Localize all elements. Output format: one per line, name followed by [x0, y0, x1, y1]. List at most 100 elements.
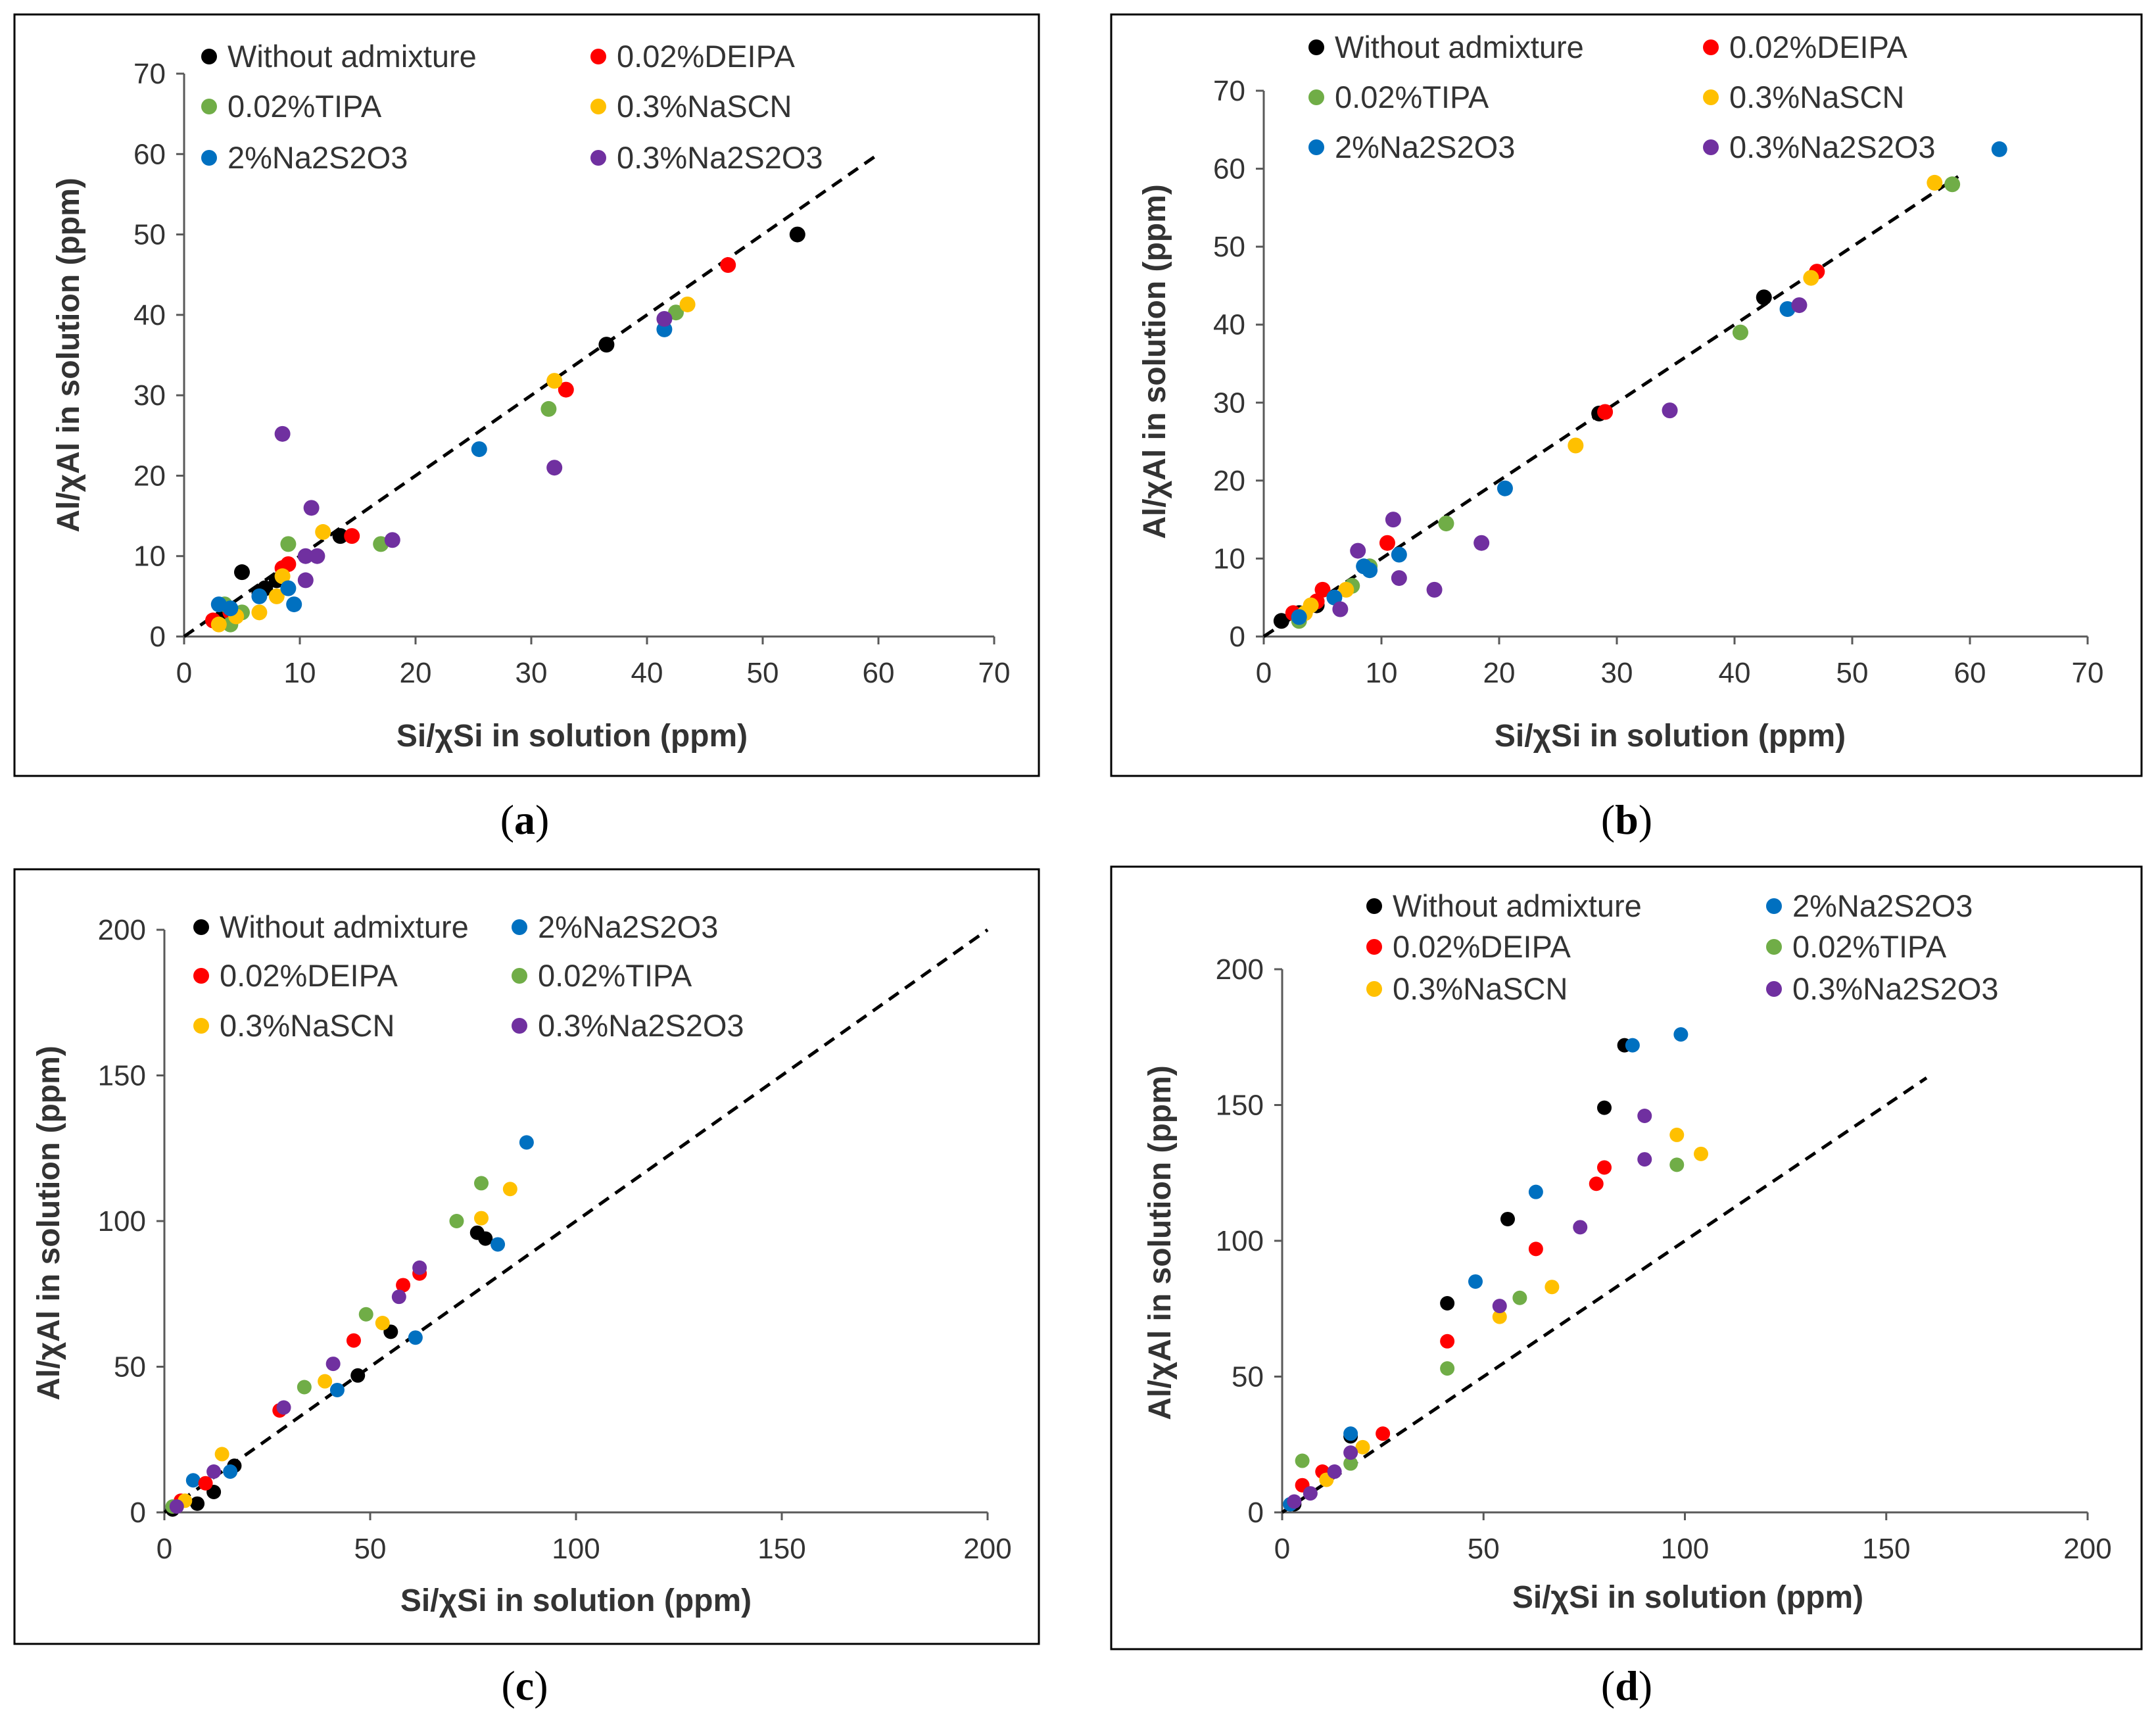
- data-point-0-02-tipa: [1295, 1453, 1310, 1468]
- legend-label: 0.02%TIPA: [228, 89, 382, 124]
- legend-marker-0-02-deipa: [1366, 939, 1382, 955]
- data-point-2-na2s2o3: [185, 1473, 201, 1488]
- data-point-0-3-nascn: [315, 524, 331, 541]
- data-point-0-02-deipa: [1440, 1334, 1455, 1349]
- legend-label: 0.02%TIPA: [1792, 929, 1947, 964]
- legend-marker-0-3-na2s2o3: [1703, 139, 1719, 155]
- x-axis-label: Si/χSi in solution (ppm): [400, 1583, 752, 1618]
- data-point-0-3-nascn: [375, 1316, 390, 1331]
- data-point-2-na2s2o3: [1991, 141, 2007, 157]
- x-axis-label: Si/χSi in solution (ppm): [1512, 1580, 1863, 1615]
- data-point-0-3-na2s2o3: [412, 1260, 427, 1275]
- legend-marker-0-02-deipa: [193, 968, 209, 984]
- y-tick-label: 150: [1216, 1090, 1264, 1122]
- legend-marker-0-02-tipa: [512, 968, 527, 984]
- data-point-2-na2s2o3: [222, 600, 239, 617]
- data-point-2-na2s2o3: [1391, 546, 1407, 563]
- x-tick-label: 50: [1468, 1533, 1500, 1565]
- data-point-0-3-nascn: [502, 1182, 517, 1197]
- data-point-0-3-na2s2o3: [1637, 1109, 1652, 1124]
- chart-panel-b: 0 10 20 30 40 50 60 70 0 10 20 30 40 50 60 70 Without ad…: [1110, 13, 2143, 843]
- legend-label: 0.02%TIPA: [1335, 80, 1489, 114]
- data-point-2-na2s2o3: [471, 441, 487, 458]
- y-tick-label: 100: [1216, 1225, 1264, 1257]
- chart-panel-a: 0 10 20 30 40 50 60 70 0 10 20 30 40 50 60 70 Without ad…: [13, 13, 1040, 843]
- data-point-0-02-tipa: [1512, 1290, 1527, 1305]
- data-point-0-3-na2s2o3: [1287, 1494, 1302, 1509]
- data-point-0-3-na2s2o3: [1343, 1445, 1358, 1460]
- data-point-0-02-deipa: [558, 381, 574, 398]
- data-point-0-3-na2s2o3: [1391, 570, 1407, 587]
- data-point-0-3-na2s2o3: [1385, 512, 1401, 528]
- chart-panel-d: 0 50 100 150 200 0 50 100 150 200 Without admixtur…: [1110, 865, 2143, 1709]
- legend-marker-2-na2s2o3: [512, 919, 527, 935]
- data-point-0-02-deipa: [1376, 1426, 1391, 1441]
- data-point-0-3-na2s2o3: [1426, 581, 1443, 598]
- data-point-0-02-tipa: [1343, 1456, 1358, 1471]
- legend-marker-2-na2s2o3: [1308, 139, 1324, 155]
- data-point-2-na2s2o3: [1673, 1027, 1689, 1042]
- legend-label: Without admixture: [228, 39, 477, 74]
- data-point-0-02-deipa: [1528, 1241, 1543, 1257]
- x-tick-label: 150: [757, 1533, 805, 1565]
- legend-marker-0-3-nascn: [590, 99, 606, 114]
- y-tick-label: 200: [1216, 953, 1264, 986]
- data-point-0-3-na2s2o3: [169, 1499, 184, 1514]
- x-tick-label: 0: [1274, 1533, 1290, 1565]
- legend-marker-without-admixture: [193, 919, 209, 935]
- data-point-2-na2s2o3: [1343, 1426, 1358, 1441]
- data-point-0-3-nascn: [1492, 1309, 1507, 1324]
- data-point-0-02-tipa: [297, 1380, 312, 1395]
- x-tick-label: 30: [515, 657, 548, 689]
- x-tick-label: 0: [176, 657, 192, 689]
- x-tick-label: 150: [1862, 1533, 1910, 1565]
- data-point-0-02-tipa: [1944, 176, 1961, 193]
- data-point-0-3-nascn: [1355, 1439, 1370, 1455]
- legend-label: Without admixture: [1335, 30, 1584, 64]
- data-point-0-02-tipa: [358, 1307, 373, 1322]
- data-point-2-na2s2o3: [1497, 480, 1513, 496]
- data-point-0-3-na2s2o3: [1662, 402, 1678, 419]
- data-point-0-02-tipa: [540, 400, 557, 417]
- y-tick-label: 20: [1213, 465, 1245, 497]
- panel-caption: (d): [1601, 1662, 1652, 1709]
- data-point-without-admixture: [478, 1231, 493, 1246]
- legend-marker-0-02-tipa: [1766, 939, 1782, 955]
- y-tick-label: 0: [1248, 1497, 1264, 1529]
- data-point-0-02-tipa: [1732, 324, 1748, 341]
- panel-caption: (a): [500, 796, 550, 843]
- x-tick-label: 0: [1256, 657, 1272, 689]
- y-axis-label: Al/χAl in solution (ppm): [1143, 1065, 1178, 1420]
- data-point-0-3-na2s2o3: [309, 548, 325, 564]
- data-point-without-admixture: [789, 226, 805, 243]
- legend-marker-0-3-nascn: [1366, 981, 1382, 997]
- data-point-2-na2s2o3: [329, 1382, 345, 1397]
- data-point-2-na2s2o3: [286, 596, 302, 613]
- data-point-0-3-na2s2o3: [1637, 1152, 1652, 1167]
- data-point-0-3-nascn: [1927, 174, 1943, 191]
- y-tick-label: 0: [130, 1497, 146, 1529]
- data-point-0-3-nascn: [251, 604, 268, 621]
- data-point-without-admixture: [190, 1496, 205, 1511]
- data-point-2-na2s2o3: [1528, 1184, 1543, 1199]
- legend-marker-without-admixture: [201, 49, 217, 64]
- data-point-0-02-deipa: [198, 1476, 213, 1491]
- data-point-0-3-na2s2o3: [297, 572, 314, 589]
- x-tick-label: 50: [747, 657, 779, 689]
- data-point-0-3-nascn: [1545, 1280, 1560, 1295]
- y-tick-label: 50: [133, 219, 166, 251]
- y-tick-label: 70: [1213, 75, 1245, 107]
- data-point-without-admixture: [234, 564, 250, 581]
- y-tick-label: 60: [1213, 153, 1245, 185]
- legend-label: 0.3%Na2S2O3: [617, 140, 823, 175]
- x-tick-label: 0: [156, 1533, 172, 1565]
- legend-marker-0-02-tipa: [1308, 89, 1324, 105]
- data-point-0-3-nascn: [1338, 581, 1354, 598]
- x-tick-label: 10: [1366, 657, 1398, 689]
- y-tick-label: 30: [1213, 387, 1245, 419]
- data-point-0-02-deipa: [346, 1333, 361, 1348]
- data-point-0-02-deipa: [1589, 1176, 1604, 1191]
- legend-label: Without admixture: [220, 909, 469, 944]
- data-point-0-3-nascn: [474, 1211, 489, 1226]
- legend-label: 0.02%TIPA: [538, 958, 692, 993]
